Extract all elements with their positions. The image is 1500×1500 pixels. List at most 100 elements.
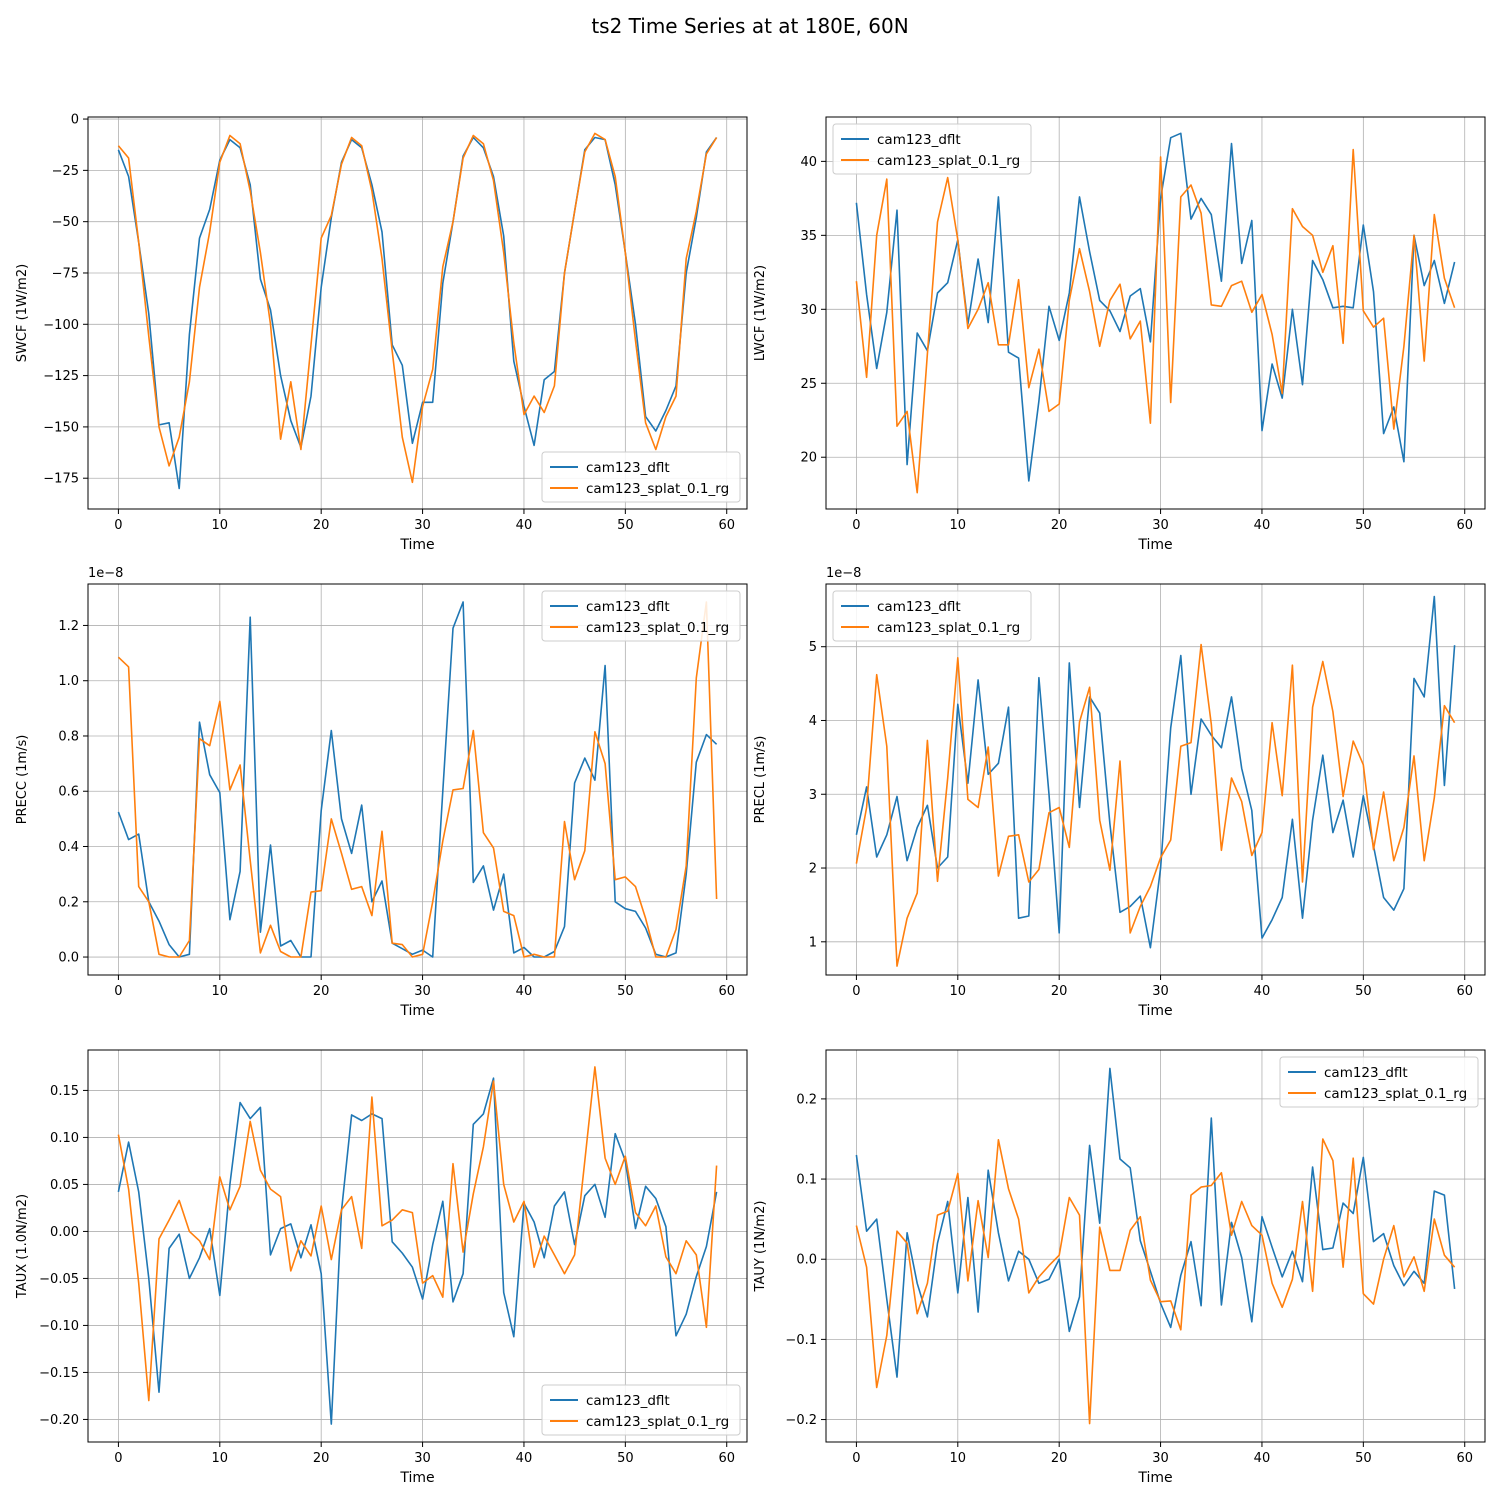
legend: cam123_dflt cam123_splat_0.1_rg — [1279, 1056, 1479, 1108]
y-tick-label: 0.05 — [50, 1178, 79, 1193]
x-tick-label: 0 — [114, 1451, 122, 1466]
y-tick-label: 0.00 — [50, 1225, 79, 1240]
legend: cam123_dflt cam123_splat_0.1_rg — [541, 590, 741, 642]
y-axis-label: TAUX (1.0N/m2) — [15, 1194, 30, 1299]
x-tick-label: 50 — [617, 984, 634, 999]
series-line-1 — [855, 1138, 1456, 1425]
x-tick-label: 50 — [1355, 984, 1372, 999]
y-tick-label: 1 — [809, 935, 817, 950]
legend-box — [832, 123, 1032, 175]
chart-swcf: 0 10 20 30 40 50 60 0 −25 −50 −75 −100 −125 −150 −175 T… — [15, 113, 748, 553]
x-tick-label: 20 — [313, 1451, 330, 1466]
x-axis-label: Time — [399, 1003, 434, 1019]
legend-label: cam123_splat_0.1_rg — [586, 1414, 729, 1430]
axis-offset-text: 1e−8 — [88, 566, 123, 581]
x-tick-label: 0 — [114, 518, 122, 533]
axes-frame — [87, 583, 748, 976]
x-tick-label: 30 — [414, 1451, 431, 1466]
legend-label: cam123_splat_0.1_rg — [877, 153, 1020, 169]
x-tick-label: 40 — [1254, 984, 1271, 999]
x-tick-label: 20 — [1051, 984, 1068, 999]
series-line-1 — [855, 643, 1456, 967]
y-tick-label: 35 — [800, 229, 817, 244]
series-line-1 — [855, 148, 1456, 494]
legend-label: cam123_dflt — [586, 460, 670, 476]
y-tick-label: −0.1 — [785, 1333, 817, 1348]
legend-box — [1279, 1056, 1479, 1108]
y-tick-label: −75 — [52, 266, 79, 281]
legend-box — [541, 1384, 741, 1436]
x-tick-label: 0 — [852, 984, 860, 999]
chart-precc: 0 10 20 30 40 50 60 0.0 0.2 0.4 0.6 0.8 1.0 1.2 Time PR… — [15, 566, 748, 1019]
y-tick-label: 20 — [800, 451, 817, 466]
y-axis-label: PRECL (1m/s) — [753, 736, 768, 824]
x-tick-label: 60 — [718, 1451, 735, 1466]
x-tick-label: 40 — [516, 984, 533, 999]
x-axis-label: Time — [399, 537, 434, 553]
chart-taux: 0 10 20 30 40 50 60 −0.20 −0.15 −0.10 −0.05 0.00 0.0… — [15, 1049, 748, 1486]
legend-label: cam123_splat_0.1_rg — [877, 620, 1020, 636]
x-tick-label: 20 — [313, 984, 330, 999]
x-tick-label: 40 — [516, 1451, 533, 1466]
x-tick-label: 30 — [1152, 518, 1169, 533]
axes-frame — [825, 1049, 1486, 1443]
y-tick-label: −25 — [52, 164, 79, 179]
y-tick-label: 0.1 — [796, 1173, 817, 1188]
y-tick-label: 0.15 — [50, 1084, 79, 1099]
y-tick-label: 30 — [800, 303, 817, 318]
axes-frame — [825, 116, 1486, 510]
x-tick-label: 50 — [1355, 1451, 1372, 1466]
series-line-0 — [855, 1067, 1456, 1378]
y-tick-label: 0.0 — [796, 1253, 817, 1268]
y-tick-label: −0.15 — [39, 1366, 79, 1381]
y-axis-label: LWCF (1W/m2) — [753, 265, 768, 361]
y-tick-label: 0.8 — [58, 729, 79, 744]
y-tick-label: 0.2 — [58, 895, 79, 910]
y-tick-label: 3 — [809, 788, 817, 803]
y-tick-label: −0.20 — [39, 1413, 79, 1428]
y-tick-label: 40 — [800, 155, 817, 170]
x-tick-label: 0 — [852, 518, 860, 533]
axes-frame — [87, 1049, 748, 1443]
x-tick-label: 30 — [414, 518, 431, 533]
x-tick-label: 30 — [1152, 984, 1169, 999]
y-tick-label: 1.2 — [58, 619, 79, 634]
axes-frame — [825, 583, 1486, 976]
figure-title: ts2 Time Series at at 180E, 60N — [591, 14, 909, 38]
y-tick-label: 0.10 — [50, 1131, 79, 1146]
series-line-1 — [117, 1066, 718, 1402]
y-tick-label: −0.05 — [39, 1272, 79, 1287]
x-tick-label: 40 — [516, 518, 533, 533]
y-tick-label: 0.0 — [58, 951, 79, 966]
axis-offset-text: 1e−8 — [826, 566, 861, 581]
x-tick-label: 60 — [718, 518, 735, 533]
x-tick-label: 60 — [1456, 984, 1473, 999]
legend-label: cam123_dflt — [877, 599, 961, 615]
series-line-1 — [117, 132, 718, 484]
legend-box — [541, 590, 741, 642]
y-tick-label: 0.4 — [58, 840, 79, 855]
y-tick-label: −0.10 — [39, 1319, 79, 1334]
y-tick-label: 0.2 — [796, 1092, 817, 1107]
legend-label: cam123_dflt — [1324, 1065, 1408, 1081]
y-tick-label: −175 — [43, 472, 79, 487]
x-tick-label: 30 — [414, 984, 431, 999]
series-line-0 — [117, 136, 718, 490]
x-tick-label: 20 — [1051, 1451, 1068, 1466]
x-tick-label: 20 — [313, 518, 330, 533]
chart-tauy: 0 10 20 30 40 50 60 −0.2 −0.1 0.0 0.1 0.2 Time TAUY (… — [753, 1049, 1486, 1486]
y-axis-label: TAUY (1N/m2) — [753, 1201, 768, 1293]
legend-label: cam123_splat_0.1_rg — [586, 620, 729, 636]
y-tick-label: 0 — [71, 113, 79, 128]
y-tick-label: 4 — [809, 714, 817, 729]
y-tick-label: 25 — [800, 377, 817, 392]
y-tick-label: −125 — [43, 369, 79, 384]
x-axis-label: Time — [1137, 537, 1172, 553]
legend-label: cam123_dflt — [586, 599, 670, 615]
x-tick-label: 50 — [617, 1451, 634, 1466]
x-tick-label: 30 — [1152, 1451, 1169, 1466]
legend-box — [541, 451, 741, 503]
y-axis-label: PRECC (1m/s) — [15, 735, 30, 825]
x-tick-label: 60 — [1456, 1451, 1473, 1466]
